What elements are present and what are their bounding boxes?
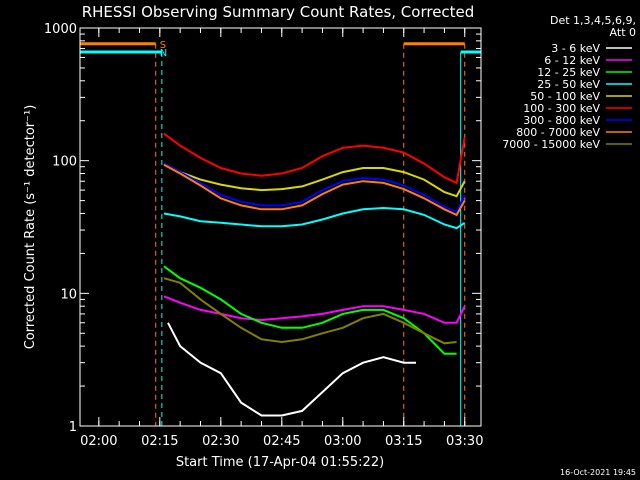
y-tick-label: 100 <box>52 155 77 170</box>
series-line <box>163 132 466 185</box>
legend-entry-label: 800 - 7000 keV <box>516 126 600 139</box>
legend-entry-label: 7000 - 15000 keV <box>502 138 600 151</box>
chart-title: RHESSI Observing Summary Count Rates, Co… <box>82 3 475 21</box>
legend-entry-label: 50 - 100 keV <box>530 90 600 103</box>
x-tick-label: 02:15 <box>141 434 178 449</box>
y-tick-label: 1000 <box>44 22 77 37</box>
series-line <box>163 206 466 230</box>
plot-frame <box>79 27 482 427</box>
legend-entry-label: 25 - 50 keV <box>537 78 600 91</box>
legend-entry-label: 3 - 6 keV <box>551 42 600 55</box>
series-line <box>163 163 466 217</box>
x-tick-label: 02:30 <box>202 434 239 449</box>
y-tick-label: 10 <box>60 287 77 302</box>
y-axis-label: Corrected Count Rate (s⁻¹ detector⁻¹) <box>23 105 38 350</box>
series-line <box>163 162 466 214</box>
x-tick-label: 03:00 <box>324 434 361 449</box>
y-tick-label: 1 <box>69 420 77 435</box>
x-tick-label: 03:30 <box>446 434 483 449</box>
legend-entry-label: 6 - 12 keV <box>544 54 600 67</box>
x-tick-label: 02:00 <box>80 434 117 449</box>
x-tick-label: 03:15 <box>385 434 422 449</box>
series-line <box>163 277 457 345</box>
legend-header: Det 1,3,4,5,6,9, <box>550 14 636 27</box>
x-tick-label: 02:45 <box>263 434 300 449</box>
legend-entry-label: 100 - 300 keV <box>523 102 600 115</box>
night-flag-label: N <box>160 48 167 59</box>
x-axis-label: Start Time (17-Apr-04 01:55:22) <box>176 455 384 470</box>
flag-markers: SN <box>79 40 482 426</box>
y-axis: 1 10 100 1000 <box>44 22 481 435</box>
saa-flag-label: S <box>160 40 166 51</box>
legend-entry-label: 12 - 25 keV <box>537 66 600 79</box>
legend-header: Att 0 <box>610 26 636 39</box>
series-line <box>167 322 416 417</box>
series-group <box>163 132 466 417</box>
series-line <box>163 265 457 355</box>
legend-entry-label: 300 - 800 keV <box>523 114 600 127</box>
series-line <box>163 162 466 198</box>
series-line <box>163 295 466 324</box>
timestamp: 16-Oct-2021 19:45 <box>560 468 636 477</box>
x-axis: 02:00 02:15 02:30 02:45 03:00 03:15 03:30 <box>80 28 483 449</box>
